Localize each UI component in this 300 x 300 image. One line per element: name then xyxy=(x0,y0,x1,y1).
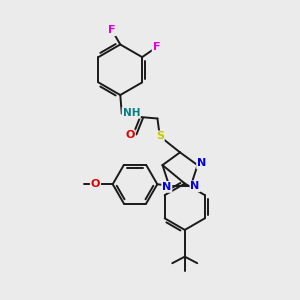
Text: N: N xyxy=(190,181,200,191)
Text: O: O xyxy=(91,179,100,189)
Text: O: O xyxy=(125,130,135,140)
Text: NH: NH xyxy=(122,108,140,118)
Text: F: F xyxy=(153,42,160,52)
Text: F: F xyxy=(108,25,116,35)
Text: N: N xyxy=(162,182,171,192)
Text: N: N xyxy=(197,158,206,168)
Text: S: S xyxy=(156,131,164,141)
